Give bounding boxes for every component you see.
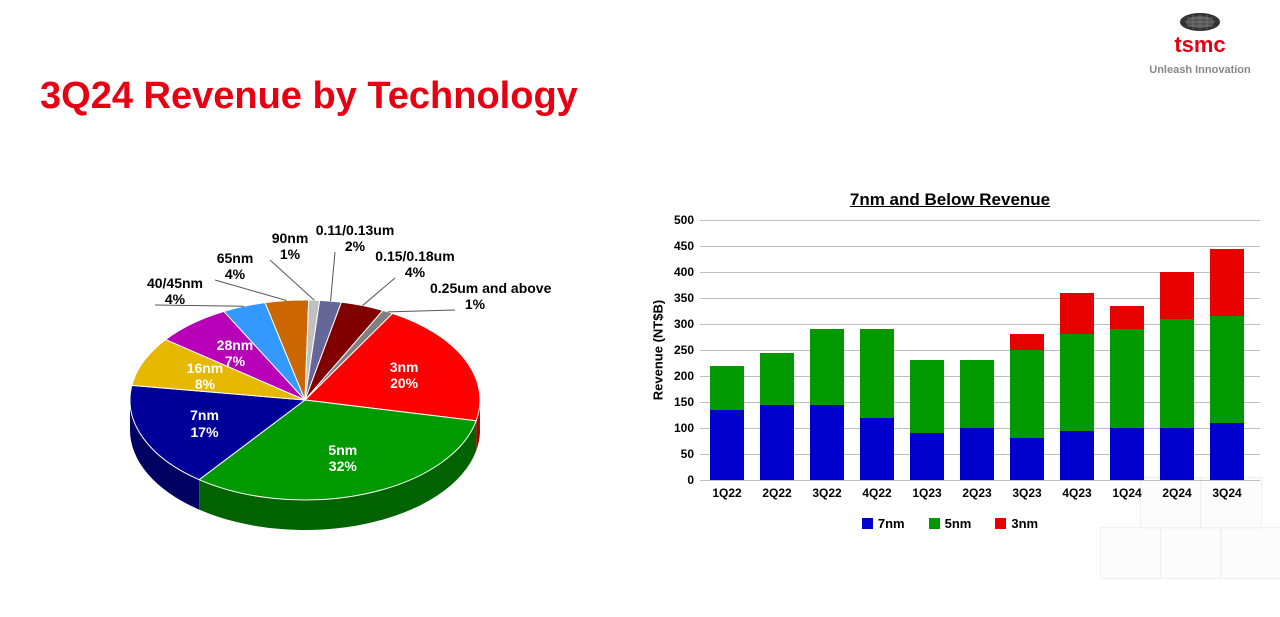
bar-1q24 [1110,306,1144,480]
bar-chart-plot: Revenue (NT$B) 0501001502002503003504004… [700,220,1260,480]
bar-segment-3nm [1160,272,1194,319]
gridline [700,220,1260,221]
bar-4q22 [860,329,894,480]
legend-swatch [929,518,940,529]
bar-segment-5nm [960,360,994,428]
legend-label: 5nm [945,516,972,531]
pie-label-28nm: 28nm7% [210,337,260,369]
bar-2q22 [760,353,794,480]
bar-2q24 [1160,272,1194,480]
legend-item-7nm: 7nm [862,516,905,531]
tsmc-logo-icon: tsmc [1155,10,1245,60]
y-tick-label: 100 [674,421,700,435]
bar-3q22 [810,329,844,480]
logo-tagline: Unleash Innovation [1140,64,1260,76]
bar-3q24 [1210,249,1244,480]
x-tick-label: 2Q23 [962,480,991,500]
advanced-node-revenue-bar-chart: 7nm and Below Revenue Revenue (NT$B) 0 50… [650,190,1250,590]
bar-4q23 [1060,293,1094,480]
x-tick-label: 3Q23 [1012,480,1041,500]
x-tick-label: 1Q22 [712,480,741,500]
legend-label: 7nm [878,516,905,531]
x-tick-label: 1Q24 [1112,480,1141,500]
bar-segment-5nm [810,329,844,404]
bar-chart-y-axis-label: Revenue (NT$B) [651,300,666,400]
bar-segment-7nm [1160,428,1194,480]
bar-segment-7nm [760,405,794,480]
bar-2q23 [960,360,994,480]
legend-swatch [995,518,1006,529]
pie-label-5nm: 5nm32% [318,442,368,474]
bar-segment-3nm [1210,249,1244,317]
y-tick-label: 250 [674,343,700,357]
bar-segment-7nm [710,410,744,480]
bar-1q22 [710,366,744,480]
pie-leader-line [363,278,395,306]
bar-segment-5nm [910,360,944,433]
x-tick-label: 3Q24 [1212,480,1241,500]
y-tick-label: 450 [674,239,700,253]
x-tick-label: 4Q22 [862,480,891,500]
gridline [700,246,1260,247]
bar-segment-3nm [1060,293,1094,335]
x-tick-label: 1Q23 [912,480,941,500]
bar-segment-7nm [960,428,994,480]
pie-leader-line [215,280,287,301]
y-tick-label: 50 [681,447,700,461]
bar-segment-3nm [1110,306,1144,329]
legend-item-5nm: 5nm [929,516,972,531]
bar-1q23 [910,360,944,480]
legend-item-3nm: 3nm [995,516,1038,531]
bar-segment-5nm [710,366,744,410]
bar-segment-5nm [760,353,794,405]
bar-segment-5nm [1110,329,1144,428]
y-tick-label: 400 [674,265,700,279]
legend-label: 3nm [1011,516,1038,531]
x-tick-label: 2Q22 [762,480,791,500]
bar-segment-7nm [1110,428,1144,480]
pie-label-7nm: 7nm17% [180,407,230,439]
bar-segment-7nm [1210,423,1244,480]
bar-chart-title: 7nm and Below Revenue [650,190,1250,210]
bar-segment-7nm [910,433,944,480]
page-title: 3Q24 Revenue by Technology [40,75,578,118]
bar-segment-3nm [1010,334,1044,350]
logo-brand-text: tsmc [1174,32,1225,57]
bar-segment-7nm [1060,431,1094,480]
y-tick-label: 350 [674,291,700,305]
legend-swatch [862,518,873,529]
pie-label-0-15-0-18um: 0.15/0.18um4% [370,248,460,280]
y-tick-label: 200 [674,369,700,383]
bar-chart-legend: 7nm 5nm 3nm [650,516,1250,531]
bar-segment-5nm [1010,350,1044,438]
bar-segment-7nm [810,405,844,480]
x-tick-label: 4Q23 [1062,480,1091,500]
revenue-by-technology-pie-chart: 3nm20%5nm32%7nm17%16nm8%28nm7%40/45nm4%6… [60,230,540,590]
bar-segment-5nm [1210,316,1244,423]
pie-label-3nm: 3nm20% [379,359,429,391]
bar-segment-7nm [1010,438,1044,480]
bar-segment-5nm [860,329,894,417]
y-tick-label: 500 [674,213,700,227]
y-tick-label: 300 [674,317,700,331]
x-tick-label: 2Q24 [1162,480,1191,500]
bar-segment-7nm [860,418,894,480]
y-tick-label: 0 [687,473,700,487]
bar-segment-5nm [1160,319,1194,428]
brand-logo: tsmc Unleash Innovation [1140,10,1260,76]
bar-3q23 [1010,334,1044,480]
pie-label-0-25um-and-above: 0.25um and above1% [430,280,520,312]
x-tick-label: 3Q22 [812,480,841,500]
y-tick-label: 150 [674,395,700,409]
bar-segment-5nm [1060,334,1094,430]
